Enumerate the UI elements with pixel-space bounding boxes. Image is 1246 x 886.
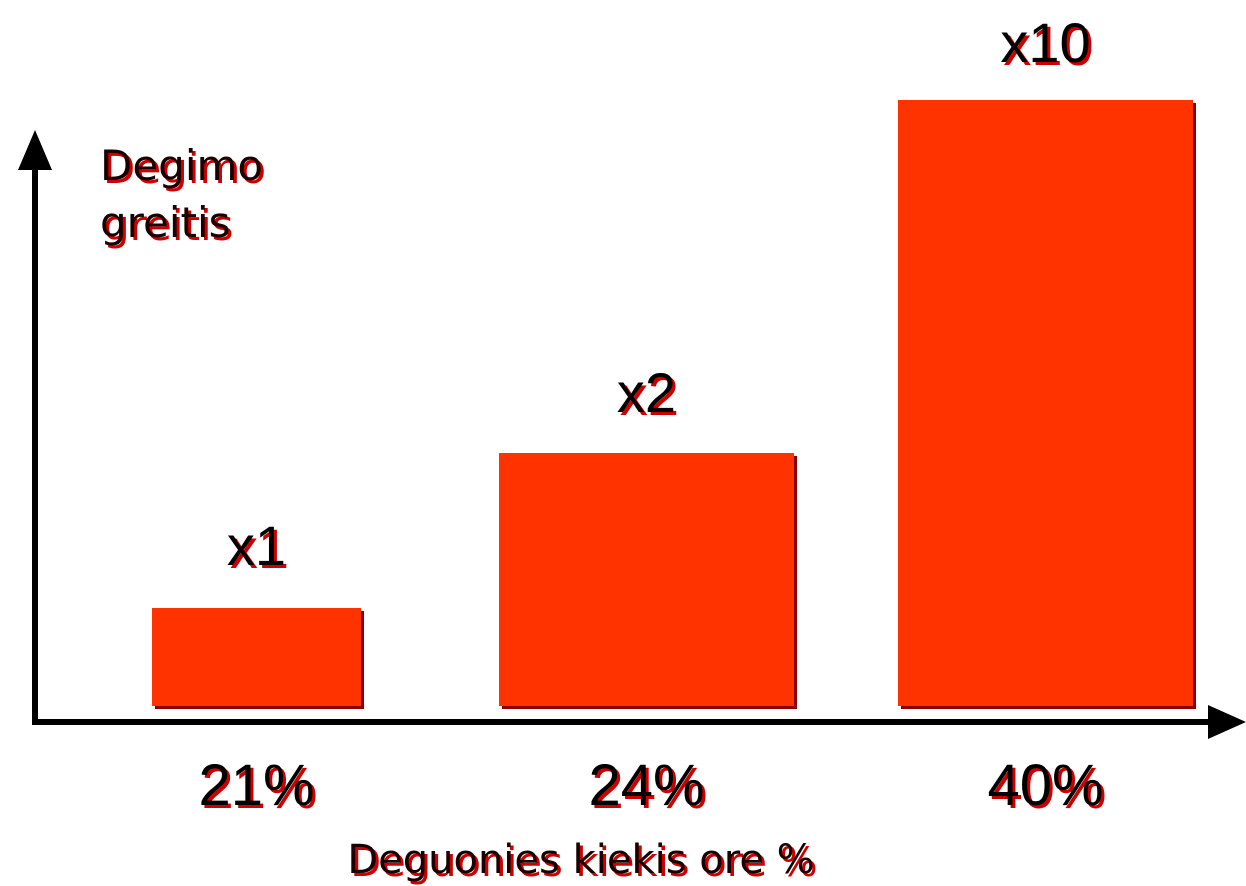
y-axis-arrow-icon [18,130,52,170]
y-axis-label: Degimo Degimo greitis greitis [100,141,266,250]
value-label-shadow: x10 [1003,14,1093,77]
x-axis-label-shadow: Deguonies kiekis ore % [350,840,817,886]
chart-axes [18,130,1246,739]
tick-label-shadow: 24% [591,756,707,821]
value-label-3: x10 [1000,11,1090,74]
x-axis-label: Deguonies kiekis ore % Deguonies kiekis … [347,837,817,886]
value-label-1: x1 [227,514,286,577]
tick-label-shadow: 40% [990,756,1106,821]
value-label-shadow: x2 [620,364,679,427]
y-axis-label-line-2-shadow: greitis [103,201,234,250]
bar-2 [499,453,794,706]
bars-group [152,100,1196,709]
y-axis-label-line-1: Degimo [100,141,263,190]
bar-1 [152,608,361,706]
y-axis-label-line-1-shadow: Degimo [103,144,266,193]
tick-label-2: 24% [588,753,704,818]
x-axis-arrow-icon [1208,705,1246,739]
tick-label-3: 40% [987,753,1103,818]
value-label-2: x2 [617,361,676,424]
tick-labels-group: 21%21% 24%24% 40%40% [198,753,1106,821]
tick-label-shadow: 21% [201,756,317,821]
x-axis-label-text: Deguonies kiekis ore % [347,837,814,883]
tick-label-1: 21% [198,753,314,818]
value-label-shadow: x1 [230,517,289,580]
bar-3 [898,100,1193,706]
y-axis-label-line-2: greitis [100,198,231,247]
